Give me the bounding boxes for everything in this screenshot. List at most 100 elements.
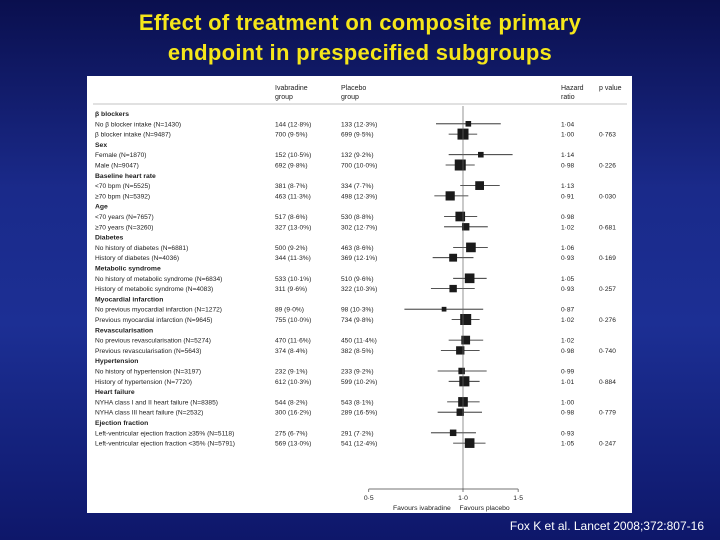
row-placebo-value: 541 (12·4%) xyxy=(341,441,377,448)
row-ivabradine-value: 569 (13·0%) xyxy=(275,441,311,448)
hazard-ratio-marker xyxy=(459,376,470,387)
row-ivabradine-value: 463 (11·3%) xyxy=(275,193,311,200)
row-ivabradine-value: 374 (8·4%) xyxy=(275,348,308,355)
header-placebo: group xyxy=(341,94,359,101)
row-ivabradine-value: 144 (12·8%) xyxy=(275,121,311,128)
hazard-ratio-marker xyxy=(466,242,476,253)
row-ivabradine-value: 152 (10·5%) xyxy=(275,152,311,159)
group-title: β blockers xyxy=(95,111,129,118)
row-placebo-value: 498 (12·3%) xyxy=(341,193,377,200)
header-hazard-ratio: Hazard xyxy=(561,85,584,92)
row-label: Female (N=1870) xyxy=(95,152,147,159)
hazard-ratio-marker xyxy=(441,306,447,312)
hazard-ratio-marker xyxy=(445,191,455,201)
row-label: No history of diabetes (N=6881) xyxy=(95,245,188,252)
row-placebo-value: 98 (10·3%) xyxy=(341,307,374,314)
row-ivabradine-value: 700 (9·5%) xyxy=(275,132,308,139)
row-hazard-ratio: 0·98 xyxy=(561,348,575,355)
row-label: No previous myocardial infarction (N=127… xyxy=(95,307,222,314)
row-placebo-value: 463 (8·6%) xyxy=(341,245,374,252)
row-p-value: 0·779 xyxy=(599,410,616,417)
row-placebo-value: 302 (12·7%) xyxy=(341,224,377,231)
row-hazard-ratio: 0·99 xyxy=(561,369,575,376)
header-placebo: Placebo xyxy=(341,85,366,92)
row-label: Previous myocardial infarction (N=9645) xyxy=(95,317,212,324)
row-placebo-value: 734 (9·8%) xyxy=(341,317,374,324)
row-ivabradine-value: 755 (10·0%) xyxy=(275,317,311,324)
row-hazard-ratio: 1·06 xyxy=(561,245,575,252)
row-ivabradine-value: 517 (8·6%) xyxy=(275,214,308,221)
row-label: ≥70 bpm (N=5392) xyxy=(95,193,150,200)
row-label: No history of metabolic syndrome (N=6834… xyxy=(95,276,222,283)
row-placebo-value: 133 (12·3%) xyxy=(341,121,377,128)
row-label: History of hypertension (N=7720) xyxy=(95,379,192,386)
row-label: Previous revascularisation (N=5643) xyxy=(95,348,201,355)
row-hazard-ratio: 0·98 xyxy=(561,163,575,170)
hazard-ratio-marker xyxy=(456,346,465,355)
hazard-ratio-marker xyxy=(449,429,457,437)
row-label: Left-ventricular ejection fraction ≥35% … xyxy=(95,430,234,437)
row-p-value: 0·884 xyxy=(599,379,616,386)
row-ivabradine-value: 612 (10·3%) xyxy=(275,379,311,386)
row-placebo-value: 700 (10·0%) xyxy=(341,163,377,170)
row-label: No previous revascularisation (N=5274) xyxy=(95,338,211,345)
row-placebo-value: 543 (8·1%) xyxy=(341,399,374,406)
row-placebo-value: 530 (8·8%) xyxy=(341,214,374,221)
row-placebo-value: 699 (9·5%) xyxy=(341,132,374,139)
row-hazard-ratio: 1·05 xyxy=(561,276,575,283)
x-axis-tick-label: 1·0 xyxy=(458,495,468,502)
row-hazard-ratio: 1·02 xyxy=(561,338,575,345)
group-title: Baseline heart rate xyxy=(95,173,156,180)
row-ivabradine-value: 327 (13·0%) xyxy=(275,224,311,231)
group-title: Ejection fraction xyxy=(95,420,148,427)
row-hazard-ratio: 1·05 xyxy=(561,441,575,448)
row-p-value: 0·276 xyxy=(599,317,616,324)
row-p-value: 0·740 xyxy=(599,348,616,355)
row-p-value: 0·030 xyxy=(599,193,616,200)
row-hazard-ratio: 1·00 xyxy=(561,132,575,139)
row-p-value: 0·226 xyxy=(599,163,616,170)
row-hazard-ratio: 0·93 xyxy=(561,255,575,262)
row-label: <70 years (N=7657) xyxy=(95,214,154,221)
favours-ivabradine-label: Favours ivabradine xyxy=(393,505,451,512)
hazard-ratio-marker xyxy=(458,367,465,375)
row-hazard-ratio: 1·01 xyxy=(561,379,575,386)
row-ivabradine-value: 692 (9·8%) xyxy=(275,163,308,170)
row-label: <70 bpm (N=5525) xyxy=(95,183,150,190)
group-title: Hypertension xyxy=(95,358,138,365)
row-placebo-value: 382 (8·5%) xyxy=(341,348,374,355)
group-title: Sex xyxy=(95,142,107,149)
row-ivabradine-value: 232 (9·1%) xyxy=(275,369,308,376)
header-hazard-ratio: ratio xyxy=(561,94,575,101)
row-hazard-ratio: 1·02 xyxy=(561,224,575,231)
hazard-ratio-marker xyxy=(454,159,466,171)
row-label: ≥70 years (N=3260) xyxy=(95,224,153,231)
row-label: NYHA class I and II heart failure (N=838… xyxy=(95,399,218,406)
row-ivabradine-value: 89 (9·0%) xyxy=(275,307,304,314)
hazard-ratio-marker xyxy=(461,223,470,231)
row-ivabradine-value: 344 (11·3%) xyxy=(275,255,311,262)
hazard-ratio-marker xyxy=(449,284,457,293)
row-ivabradine-value: 500 (9·2%) xyxy=(275,245,308,252)
slide-title: Effect of treatment on composite primary… xyxy=(0,8,720,68)
row-p-value: 0·247 xyxy=(599,441,616,448)
row-hazard-ratio: 1·02 xyxy=(561,317,575,324)
row-placebo-value: 233 (9·2%) xyxy=(341,369,374,376)
row-p-value: 0·169 xyxy=(599,255,616,262)
header-ivabradine: Ivabradine xyxy=(275,85,308,92)
row-hazard-ratio: 1·14 xyxy=(561,152,575,159)
row-ivabradine-value: 300 (16·2%) xyxy=(275,410,311,417)
row-hazard-ratio: 1·13 xyxy=(561,183,575,190)
group-title: Myocardial infarction xyxy=(95,296,163,303)
hazard-ratio-marker xyxy=(449,253,458,262)
row-ivabradine-value: 311 (9·6%) xyxy=(275,286,307,293)
row-hazard-ratio: 0·87 xyxy=(561,307,575,314)
row-label: Left-ventricular ejection fraction <35% … xyxy=(95,441,235,448)
row-ivabradine-value: 275 (6·7%) xyxy=(275,430,308,437)
hazard-ratio-marker xyxy=(461,335,471,345)
row-ivabradine-value: 470 (11·6%) xyxy=(275,338,311,345)
row-ivabradine-value: 544 (8·2%) xyxy=(275,399,308,406)
forest-plot-panel: Ivabradine group Placebo group Hazard ratio p … xyxy=(87,76,632,513)
forest-plot: Ivabradine group Placebo group Hazard ratio p … xyxy=(93,85,627,512)
row-label: History of diabetes (N=4036) xyxy=(95,255,179,262)
